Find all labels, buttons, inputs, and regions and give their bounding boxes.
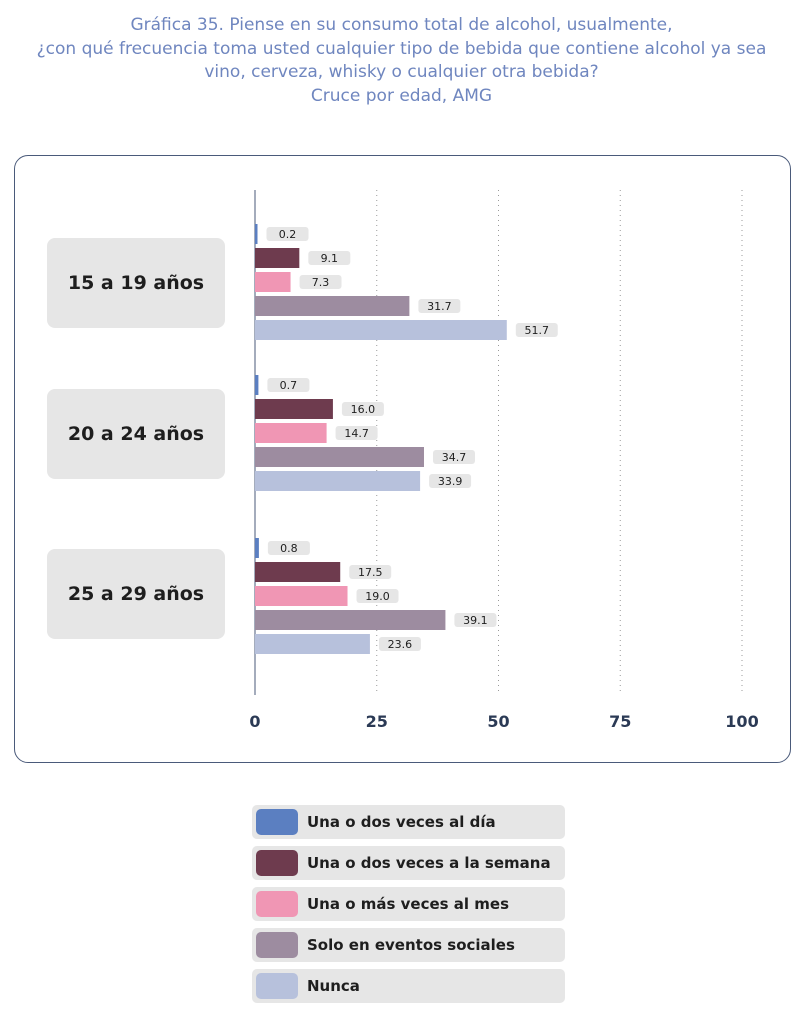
- bar-2-3: [255, 610, 446, 630]
- data-label-1-2: 14.7: [344, 427, 369, 440]
- data-label-bg-2-3: [454, 613, 497, 627]
- chart-title: Gráfica 35. Piense en su consumo total d…: [0, 14, 803, 108]
- title-line-3: vino, cerveza, whisky o cualquier otra b…: [204, 62, 599, 82]
- bar-0-3: [255, 296, 410, 316]
- legend-swatch-social: [256, 932, 298, 958]
- group-label-15-19: 15 a 19 años: [47, 238, 225, 328]
- bar-1-3: [255, 447, 424, 467]
- data-label-2-1: 17.5: [358, 566, 383, 579]
- data-label-bg-1-3: [432, 450, 475, 464]
- title-line-1: Gráfica 35. Piense en su consumo total d…: [130, 15, 673, 35]
- data-label-2-4: 23.6: [388, 638, 413, 651]
- legend-item-monthly: Una o más veces al mes: [252, 887, 565, 921]
- data-label-0-4: 51.7: [525, 324, 550, 337]
- data-label-bg-2-4: [378, 637, 421, 651]
- data-label-1-3: 34.7: [442, 451, 467, 464]
- bar-chart: 0 25 50 75 100 0.2 9.1 7.3 31.7 51.7 0.7 16.0 14.7 34…: [249, 190, 759, 731]
- data-label-0-0: 0.2: [279, 228, 297, 241]
- x-tick-label-50: 50: [487, 712, 509, 731]
- bar-1-1: [255, 399, 333, 419]
- bar-2-4: [255, 634, 370, 654]
- legend-swatch-monthly: [256, 891, 298, 917]
- data-label-bg-0-2: [299, 275, 342, 289]
- legend: Una o dos veces al día Una o dos veces a…: [252, 805, 565, 1010]
- legend-label-weekly: Una o dos veces a la semana: [307, 854, 551, 872]
- bar-0-1: [255, 248, 300, 268]
- legend-label-daily: Una o dos veces al día: [307, 813, 496, 831]
- data-label-2-2: 19.0: [365, 590, 390, 603]
- data-label-bg-0-1: [308, 251, 351, 265]
- legend-swatch-never: [256, 973, 298, 999]
- group-label-20-24: 20 a 24 años: [47, 389, 225, 479]
- legend-item-daily: Una o dos veces al día: [252, 805, 565, 839]
- legend-swatch-daily: [256, 809, 298, 835]
- group-label-25-29: 25 a 29 años: [47, 549, 225, 639]
- x-tick-label-25: 25: [366, 712, 388, 731]
- data-label-1-0: 0.7: [280, 379, 298, 392]
- bar-0-4: [255, 320, 507, 340]
- data-label-0-1: 9.1: [321, 252, 339, 265]
- bar-1-2: [255, 423, 327, 443]
- legend-label-social: Solo en eventos sociales: [307, 936, 515, 954]
- legend-label-never: Nunca: [307, 977, 360, 995]
- bar-0-0: [255, 224, 258, 244]
- data-label-bg-2-0: [267, 541, 310, 555]
- bar-2-2: [255, 586, 348, 606]
- x-tick-label-0: 0: [249, 712, 260, 731]
- data-label-2-3: 39.1: [463, 614, 488, 627]
- x-tick-label-75: 75: [609, 712, 631, 731]
- bar-2-1: [255, 562, 341, 582]
- data-label-bg-0-4: [515, 323, 558, 337]
- data-label-2-0: 0.8: [280, 542, 298, 555]
- legend-item-social: Solo en eventos sociales: [252, 928, 565, 962]
- title-line-2: ¿con qué frecuencia toma usted cualquier…: [36, 38, 767, 59]
- data-label-bg-1-0: [267, 378, 310, 392]
- bar-1-4: [255, 471, 421, 491]
- data-label-bg-1-2: [335, 426, 378, 440]
- data-label-1-1: 16.0: [351, 403, 376, 416]
- legend-label-monthly: Una o más veces al mes: [307, 895, 510, 913]
- bar-0-2: [255, 272, 291, 292]
- x-tick-label-100: 100: [725, 712, 758, 731]
- data-label-0-3: 31.7: [427, 300, 452, 313]
- title-line-4: Cruce por edad, AMG: [310, 85, 493, 106]
- bar-1-0: [255, 375, 259, 395]
- bar-2-0: [255, 538, 259, 558]
- data-label-bg-1-4: [429, 474, 472, 488]
- legend-swatch-weekly: [256, 850, 298, 876]
- legend-item-weekly: Una o dos veces a la semana: [252, 846, 565, 880]
- data-label-1-4: 33.9: [438, 475, 463, 488]
- legend-item-never: Nunca: [252, 969, 565, 1003]
- data-label-0-2: 7.3: [312, 276, 330, 289]
- data-label-bg-0-3: [418, 299, 461, 313]
- data-label-bg-0-0: [266, 227, 309, 241]
- data-label-bg-1-1: [341, 402, 384, 416]
- data-label-bg-2-2: [356, 589, 399, 603]
- data-label-bg-2-1: [349, 565, 392, 579]
